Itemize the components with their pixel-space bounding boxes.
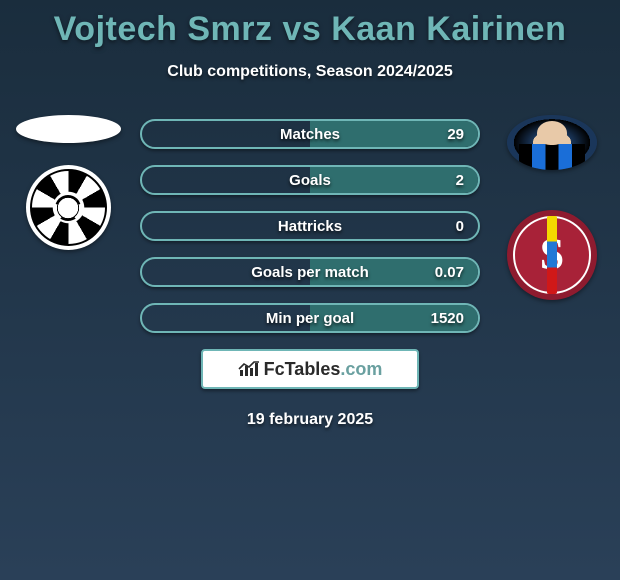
brand-tld: .com (340, 359, 382, 379)
subtitle: Club competitions, Season 2024/2025 (0, 63, 620, 81)
player-a-avatar (16, 115, 121, 143)
stat-label: Hattricks (142, 218, 478, 235)
brand-chart-icon (238, 360, 260, 378)
right-column (492, 115, 612, 295)
player-a-club-logo (21, 165, 116, 250)
player-b-avatar (507, 115, 597, 170)
date-text: 19 february 2025 (0, 411, 620, 429)
stats-bars: Matches29 Goals2 Hattricks0 Goals per match… (140, 115, 480, 333)
brand-text: FcTables.com (264, 359, 383, 380)
page-title: Vojtech Smrz vs Kaan Kairinen (0, 0, 620, 49)
stat-label: Matches (142, 126, 478, 143)
stat-value-right: 0 (456, 218, 464, 235)
comparison-content: Matches29 Goals2 Hattricks0 Goals per match… (0, 115, 620, 429)
stat-label: Goals (142, 172, 478, 189)
stat-value-right: 2 (456, 172, 464, 189)
stat-label: Goals per match (142, 264, 478, 281)
stat-value-right: 29 (447, 126, 464, 143)
stat-value-right: 0.07 (435, 264, 464, 281)
stat-bar: Hattricks0 (140, 211, 480, 241)
stat-label: Min per goal (142, 310, 478, 327)
player-b-club-logo (505, 210, 600, 295)
left-column (8, 115, 128, 250)
stat-value-right: 1520 (431, 310, 464, 327)
stat-bar: Min per goal1520 (140, 303, 480, 333)
brand-box: FcTables.com (201, 349, 419, 389)
stat-bar: Goals2 (140, 165, 480, 195)
stat-bar: Matches29 (140, 119, 480, 149)
brand-name: FcTables (264, 359, 341, 379)
stat-bar: Goals per match0.07 (140, 257, 480, 287)
